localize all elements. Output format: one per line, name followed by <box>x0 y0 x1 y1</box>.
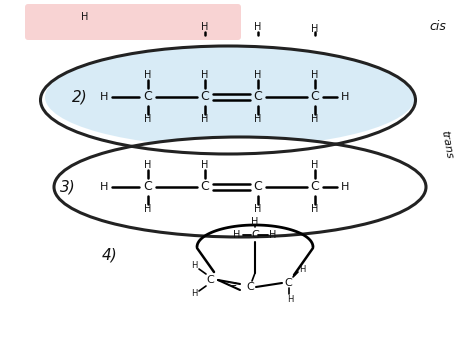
Text: cis: cis <box>429 21 447 33</box>
Text: C: C <box>201 91 210 104</box>
Text: H: H <box>287 295 293 304</box>
Text: H: H <box>201 22 209 32</box>
Text: C: C <box>251 230 259 240</box>
Text: H: H <box>201 160 209 170</box>
Text: H: H <box>191 289 197 299</box>
Text: H: H <box>144 70 152 80</box>
Text: C: C <box>206 275 214 285</box>
Text: C: C <box>201 180 210 193</box>
Text: H: H <box>341 92 349 102</box>
Text: H: H <box>311 204 319 214</box>
Text: H: H <box>269 230 277 240</box>
Text: H: H <box>201 70 209 80</box>
Text: H: H <box>311 70 319 80</box>
Text: C: C <box>310 91 319 104</box>
Text: H: H <box>311 24 319 34</box>
Text: H: H <box>255 204 262 214</box>
Text: C: C <box>144 180 152 193</box>
Text: H: H <box>144 160 152 170</box>
Text: C: C <box>254 91 263 104</box>
Text: trans: trans <box>439 130 455 160</box>
Text: H: H <box>100 182 108 192</box>
Text: H: H <box>233 230 241 240</box>
Text: C: C <box>284 278 292 288</box>
Text: H: H <box>251 217 259 227</box>
Text: C: C <box>310 180 319 193</box>
Text: H: H <box>144 204 152 214</box>
Text: =: = <box>227 279 237 291</box>
Text: H: H <box>82 12 89 22</box>
Text: H: H <box>311 160 319 170</box>
Text: H: H <box>299 264 305 273</box>
Text: C: C <box>144 91 152 104</box>
FancyBboxPatch shape <box>25 4 241 40</box>
Text: C: C <box>246 282 254 292</box>
Text: H: H <box>311 114 319 124</box>
Text: H: H <box>144 114 152 124</box>
Text: 2): 2) <box>72 89 88 104</box>
Text: 4): 4) <box>102 247 118 262</box>
Text: 3): 3) <box>60 180 76 195</box>
Text: H: H <box>100 92 108 102</box>
Ellipse shape <box>54 137 426 237</box>
Ellipse shape <box>45 47 415 147</box>
Text: H: H <box>255 22 262 32</box>
Text: H: H <box>255 70 262 80</box>
Text: H: H <box>341 182 349 192</box>
Text: H: H <box>201 114 209 124</box>
Text: H: H <box>255 114 262 124</box>
Text: H: H <box>191 262 197 271</box>
Text: C: C <box>254 180 263 193</box>
